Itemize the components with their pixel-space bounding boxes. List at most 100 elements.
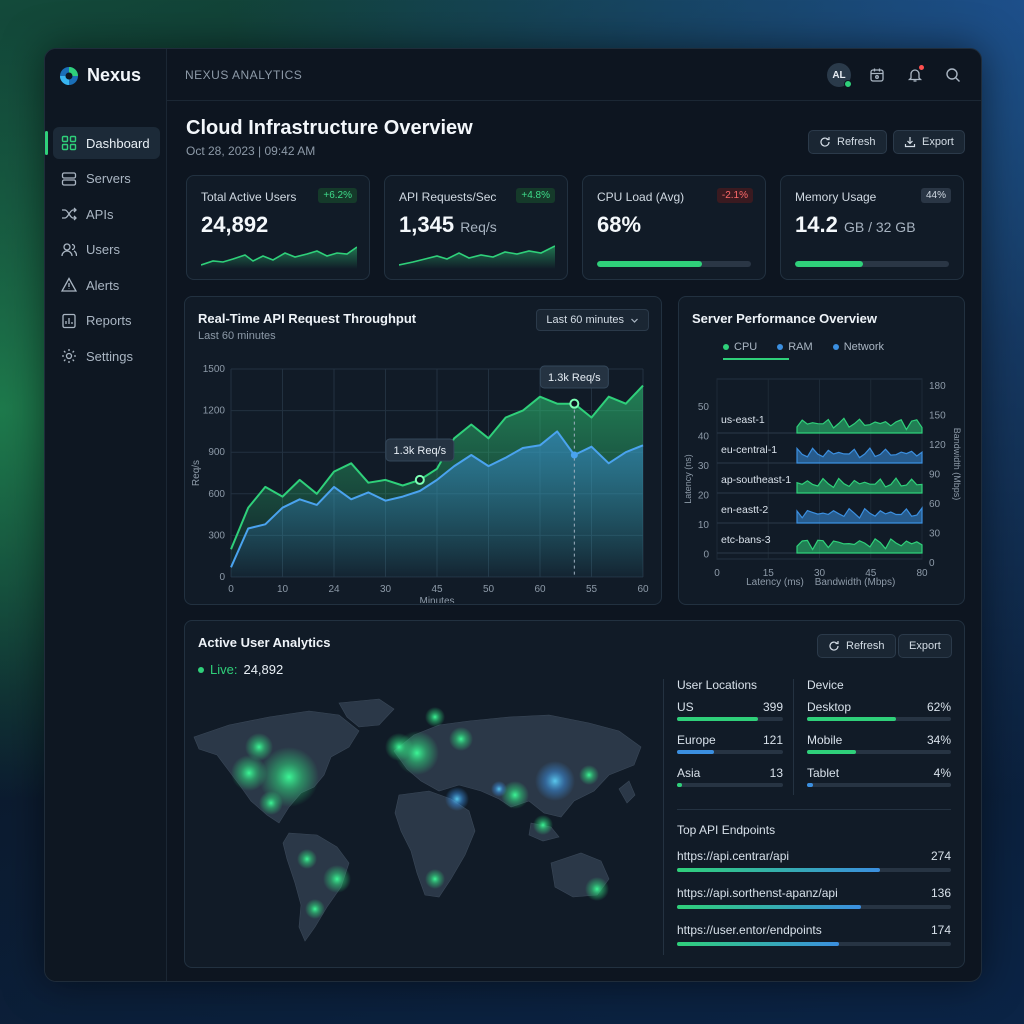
sidebar-item-dashboard[interactable]: Dashboard xyxy=(45,127,160,159)
x-tick-label: 45 xyxy=(865,568,877,579)
brand[interactable]: Nexus xyxy=(59,65,141,86)
x-tick-label: 55 xyxy=(586,584,598,595)
sidebar-item-label: Dashboard xyxy=(86,135,150,151)
data-point-marker xyxy=(570,451,578,459)
endpoint-row[interactable]: https://user.entor/endpoints 174 xyxy=(677,923,951,960)
kpi-label: API Requests/Sec xyxy=(399,190,497,204)
users-refresh-button[interactable]: Refresh xyxy=(817,634,896,658)
sidebar-item-servers[interactable]: Servers xyxy=(53,163,160,195)
users-export-button[interactable]: Export xyxy=(898,634,952,658)
live-dot xyxy=(198,666,204,673)
endpoint-row[interactable]: https://api.sorthenst-apanz/api 136 xyxy=(677,886,951,923)
device-label: Desktop xyxy=(807,700,852,714)
right-tick-label: 90 xyxy=(929,470,941,481)
legend-item-network[interactable]: Network xyxy=(832,341,884,353)
left-axis-label: Latency (ns) xyxy=(683,454,693,504)
kpi-card-active-users[interactable]: Total Active Users +6.2% 24,892 xyxy=(186,175,370,280)
server-label: eu-central-1 xyxy=(721,444,777,456)
kpi-value: 1,345 Req/s xyxy=(399,212,497,238)
x-tick-label: 0 xyxy=(228,584,234,595)
bar-fill xyxy=(677,942,839,946)
active-user-analytics-card: Active User Analytics Live: 24,892 Refres… xyxy=(184,620,965,968)
y-axis-label: Req/s xyxy=(191,460,202,486)
sidebar-item-label: Reports xyxy=(86,313,132,328)
x-tick-label: 50 xyxy=(483,584,495,595)
report-icon xyxy=(62,313,76,328)
x-axis-label: Latency (ms) xyxy=(746,577,804,588)
sidebar-item-settings[interactable]: Settings xyxy=(53,340,160,372)
gear-icon xyxy=(62,349,76,363)
sidebar-item-users[interactable]: Users xyxy=(53,234,160,266)
x-tick-label: 80 xyxy=(916,568,928,579)
progress-fill xyxy=(795,261,863,267)
endpoint-url: https://api.sorthenst-apanz/api xyxy=(677,886,838,900)
legend-item-cpu[interactable]: CPU xyxy=(723,341,757,353)
app-window: Nexus Dashboard Servers APIs Users Alert… xyxy=(44,48,982,982)
kpi-unit: Req/s xyxy=(460,219,497,235)
kpi-value-number: 24,892 xyxy=(201,212,269,237)
bar-fill xyxy=(807,783,813,787)
time-range-select[interactable]: Last 60 minutes xyxy=(536,309,649,331)
notifications-button[interactable] xyxy=(903,63,927,87)
refresh-button[interactable]: Refresh xyxy=(808,130,887,154)
grid-icon xyxy=(61,135,77,151)
location-value: 13 xyxy=(769,766,783,780)
calendar-button[interactable] xyxy=(865,63,889,87)
avatar[interactable]: AL xyxy=(827,63,852,88)
export-label: Export xyxy=(909,640,941,652)
left-tick-label: 50 xyxy=(698,402,710,413)
kpi-value-number: 68% xyxy=(597,212,642,237)
sidebar-item-label: Users xyxy=(86,242,120,257)
server-performance-card: Server Performance Overview CPU RAM Netw… xyxy=(678,296,965,605)
y-tick-label: 0 xyxy=(219,572,225,583)
page-title: Cloud Infrastructure Overview xyxy=(186,117,473,139)
kpi-label: CPU Load (Avg) xyxy=(597,190,685,204)
location-row[interactable]: US 399 xyxy=(677,700,783,733)
kpi-card-cpu-load[interactable]: CPU Load (Avg) -2.1% 68% xyxy=(582,175,766,280)
notification-badge xyxy=(919,65,924,70)
endpoints-title: Top API Endpoints xyxy=(677,823,776,837)
search-button[interactable] xyxy=(941,63,965,87)
device-row[interactable]: Mobile 34% xyxy=(807,733,951,766)
sparkline xyxy=(399,245,555,269)
data-point-marker xyxy=(569,398,580,409)
x-tick-label: 60 xyxy=(637,584,649,595)
refresh-label: Refresh xyxy=(837,136,876,148)
search-icon xyxy=(946,68,960,82)
server-row-area xyxy=(796,538,923,554)
throughput-chart: 1500 1200 900 600 300 00 10 24 30 45 50 60 55 60 Minut… xyxy=(191,364,649,603)
kpi-card-api-requests[interactable]: API Requests/Sec +4.8% 1,345 Req/s xyxy=(384,175,568,280)
user-density-hotspots xyxy=(231,707,609,919)
device-label: Tablet xyxy=(807,766,840,780)
device-row[interactable]: Desktop 62% xyxy=(807,700,951,733)
left-tick-label: 30 xyxy=(698,461,710,472)
location-value: 121 xyxy=(762,733,783,747)
bar-fill xyxy=(677,868,880,872)
sidebar: Nexus Dashboard Servers APIs Users Alert… xyxy=(45,49,167,981)
legend-item-ram[interactable]: RAM xyxy=(777,341,813,353)
sidebar-item-alerts[interactable]: Alerts xyxy=(53,269,160,301)
right-tick-label: 60 xyxy=(929,499,941,510)
legend-dot xyxy=(777,344,784,350)
top-api-endpoints: Top API Endpoints https://api.centrar/ap… xyxy=(677,823,951,960)
server-performance-title: Server Performance Overview xyxy=(692,311,877,326)
location-row[interactable]: Asia 13 xyxy=(677,766,783,799)
chevron-down-icon xyxy=(631,318,638,323)
export-button[interactable]: Export xyxy=(893,130,965,154)
throughput-chart-card: Real-Time API Request Throughput Last 60… xyxy=(184,296,662,605)
server-label: etc-bans-3 xyxy=(721,534,771,546)
endpoint-url: https://api.centrar/api xyxy=(677,849,790,863)
server-label: ap-southeast-1 xyxy=(721,474,791,486)
y-tick-label: 1500 xyxy=(203,364,226,375)
sidebar-item-reports[interactable]: Reports xyxy=(53,305,160,337)
sidebar-item-apis[interactable]: APIs xyxy=(53,198,160,230)
device-row[interactable]: Tablet 4% xyxy=(807,766,951,799)
kpi-card-memory-usage[interactable]: Memory Usage 44% 14.2 GB / 32 GB xyxy=(780,175,964,280)
server-label: us-east-1 xyxy=(721,414,765,426)
active-legend-underline xyxy=(723,358,789,360)
tooltip-label-box xyxy=(539,365,609,389)
endpoint-row[interactable]: https://api.centrar/api 274 xyxy=(677,849,951,886)
world-map[interactable] xyxy=(189,695,659,955)
location-row[interactable]: Europe 121 xyxy=(677,733,783,766)
kpi-label: Memory Usage xyxy=(795,190,877,204)
